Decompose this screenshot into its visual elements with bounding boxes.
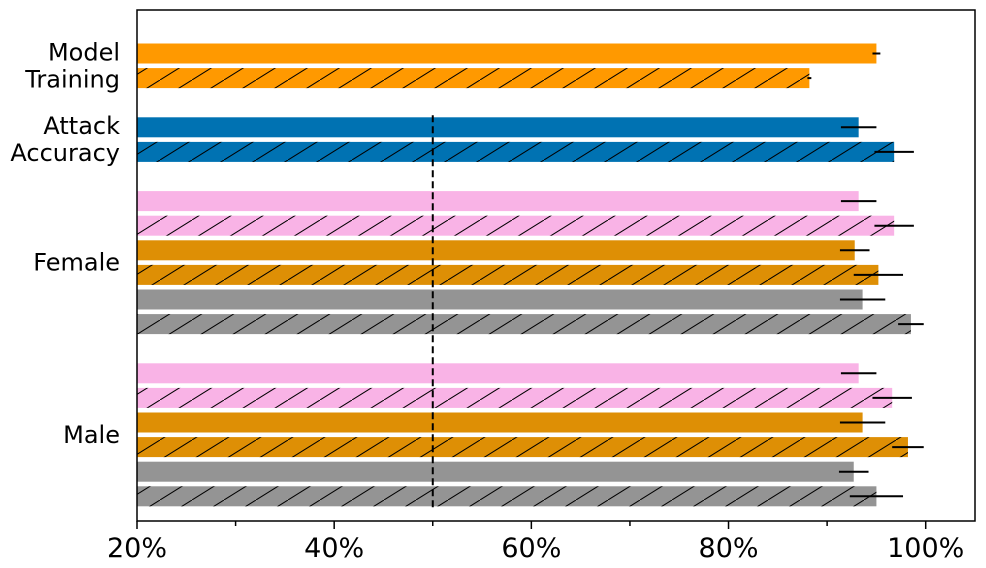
bar-3-0 — [137, 363, 859, 384]
bar-hatch-0-1 — [137, 68, 810, 89]
x-axis: 20% 40% 60% 80% 100% — [107, 521, 964, 564]
y-axis-labels: Model Training Attack Accuracy Female Male — [10, 38, 120, 449]
bar-hatch-2-5 — [137, 314, 911, 335]
bar-3-4 — [137, 461, 854, 482]
bar-2-4 — [137, 289, 863, 310]
y-category-label-2: Female — [33, 249, 120, 277]
bar-2-2 — [137, 240, 855, 261]
x-tick-label-80: 80% — [699, 533, 759, 564]
bar-0-0 — [137, 43, 877, 64]
bar-1-0 — [137, 117, 859, 138]
bar-2-0 — [137, 191, 859, 212]
x-tick-label-60: 60% — [501, 533, 561, 564]
y-category-label-1: Attack Accuracy — [10, 112, 120, 167]
bar-hatch-3-3 — [137, 437, 908, 458]
bar-3-2 — [137, 412, 863, 433]
bar-hatch-2-3 — [137, 264, 879, 285]
bars-layer — [137, 43, 911, 507]
bar-hatch-3-5 — [137, 486, 877, 507]
error-bars-layer — [807, 52, 924, 498]
bar-hatch-2-1 — [137, 215, 895, 236]
x-tick-label-20: 20% — [107, 533, 167, 564]
y-category-label-0: Model Training — [24, 38, 120, 93]
bar-hatch-3-1 — [137, 387, 893, 408]
plot-frame — [136, 9, 976, 522]
bar-hatch-1-1 — [137, 141, 895, 162]
x-tick-label-100: 100% — [887, 533, 964, 564]
x-tick-label-40: 40% — [304, 533, 364, 564]
y-category-label-3: Male — [63, 421, 120, 449]
